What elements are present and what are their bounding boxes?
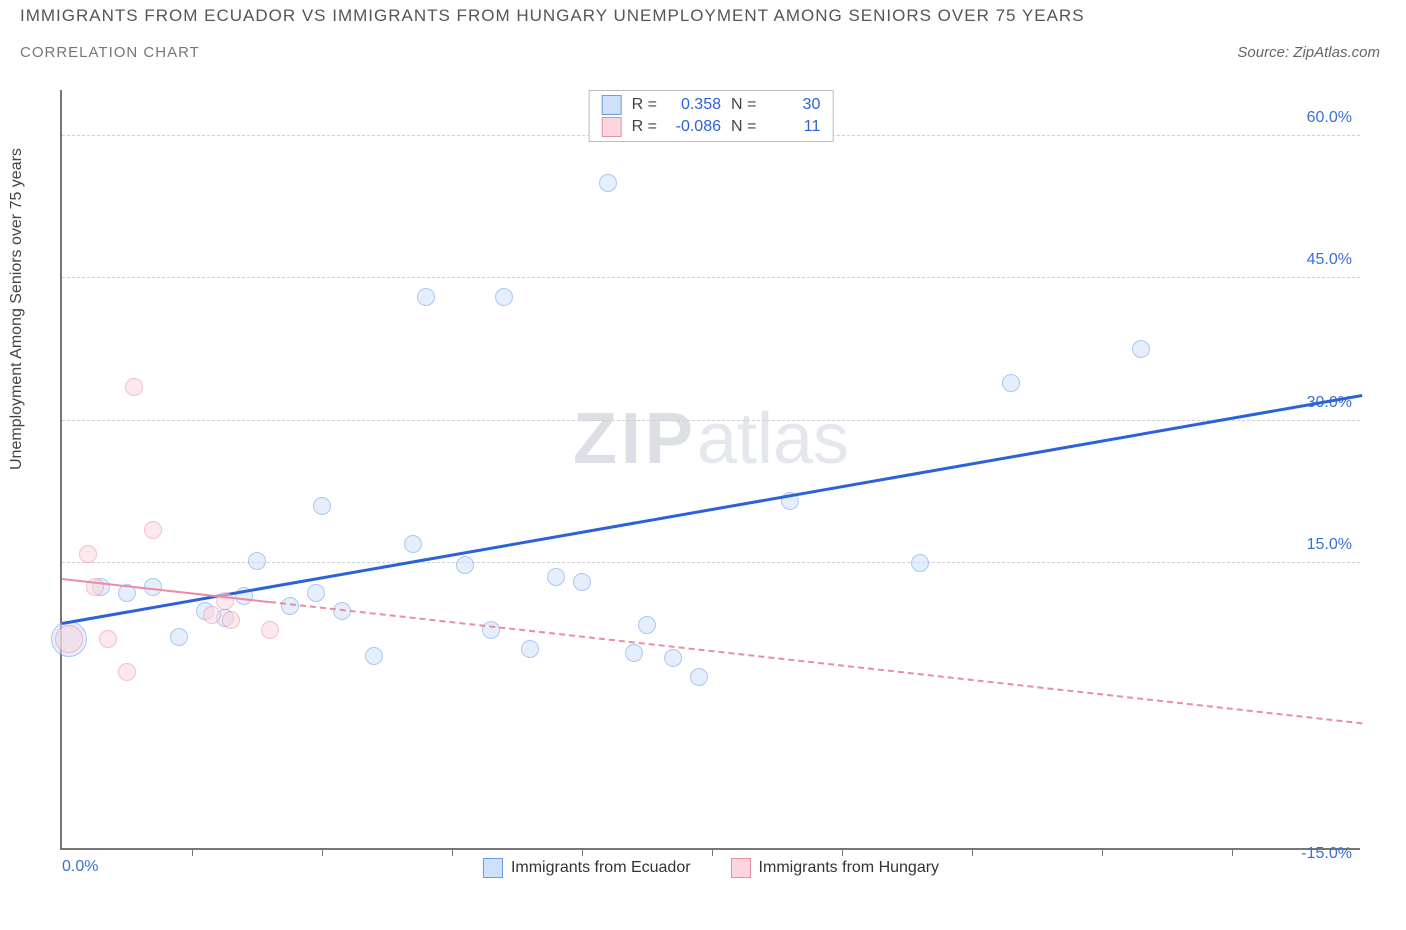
watermark-zip: ZIP <box>573 399 697 479</box>
watermark: ZIPatlas <box>573 398 849 480</box>
x-origin-label: 0.0% <box>62 858 98 876</box>
legend-r-label: R = <box>632 96 657 114</box>
legend-swatch <box>602 117 622 137</box>
y-axis-label: Unemployment Among Seniors over 75 years <box>8 148 26 470</box>
data-point-hungary <box>144 521 162 539</box>
legend-n-label: N = <box>731 118 756 136</box>
data-point-ecuador <box>638 616 656 634</box>
data-point-ecuador <box>625 644 643 662</box>
legend-swatch <box>602 95 622 115</box>
data-point-ecuador <box>664 649 682 667</box>
legend-item-ecuador: Immigrants from Ecuador <box>483 858 691 878</box>
legend-stats-row-ecuador: R = 0.358 N = 30 <box>602 95 821 115</box>
data-point-hungary <box>99 630 117 648</box>
gridline <box>62 420 1360 421</box>
chart-subtitle: CORRELATION CHART <box>20 44 1386 61</box>
y-tick-label: -15.0% <box>1301 845 1352 863</box>
x-tick <box>1102 848 1103 856</box>
data-point-ecuador <box>911 554 929 572</box>
legend-item-hungary: Immigrants from Hungary <box>731 858 940 878</box>
trendline-ecuador <box>62 394 1363 625</box>
source-credit: Source: ZipAtlas.com <box>1237 44 1380 61</box>
data-point-ecuador <box>547 568 565 586</box>
data-point-ecuador <box>573 573 591 591</box>
legend-stats-row-hungary: R = -0.086 N = 11 <box>602 117 821 137</box>
legend-swatch <box>483 858 503 878</box>
data-point-ecuador <box>170 628 188 646</box>
data-point-ecuador <box>599 174 617 192</box>
legend-r-value: 0.358 <box>667 96 721 114</box>
x-tick <box>582 848 583 856</box>
x-tick <box>192 848 193 856</box>
data-point-ecuador <box>1002 374 1020 392</box>
data-point-ecuador <box>313 497 331 515</box>
legend-stats-box: R = 0.358 N = 30 R = -0.086 N = 11 <box>589 90 834 142</box>
gridline <box>62 277 1360 278</box>
x-tick <box>972 848 973 856</box>
legend-series: Immigrants from Ecuador Immigrants from H… <box>483 858 939 878</box>
legend-label: Immigrants from Hungary <box>759 859 940 877</box>
data-point-ecuador <box>365 647 383 665</box>
watermark-atlas: atlas <box>697 399 849 479</box>
trendline-hungary <box>270 601 1362 724</box>
data-point-hungary <box>203 606 221 624</box>
data-point-ecuador <box>495 288 513 306</box>
data-point-hungary <box>125 378 143 396</box>
data-point-ecuador <box>417 288 435 306</box>
data-point-ecuador <box>248 552 266 570</box>
source-name: ZipAtlas.com <box>1293 44 1380 61</box>
data-point-ecuador <box>456 556 474 574</box>
x-tick <box>1232 848 1233 856</box>
x-tick <box>712 848 713 856</box>
data-point-ecuador <box>404 535 422 553</box>
x-tick <box>842 848 843 856</box>
data-point-hungary <box>118 663 136 681</box>
chart-title: IMMIGRANTS FROM ECUADOR VS IMMIGRANTS FR… <box>20 6 1386 26</box>
data-point-ecuador <box>690 668 708 686</box>
scatter-plot: ZIPatlas R =0.358N =30R =-0.086N =11 0.0… <box>60 90 1360 850</box>
legend-r-label: R = <box>632 118 657 136</box>
legend-label: Immigrants from Ecuador <box>511 859 691 877</box>
data-point-hungary <box>55 625 83 653</box>
y-tick-label: 45.0% <box>1307 251 1352 269</box>
legend-n-value: 11 <box>766 118 820 136</box>
y-tick-label: 60.0% <box>1307 109 1352 127</box>
x-tick <box>452 848 453 856</box>
source-label: Source: <box>1237 44 1289 61</box>
legend-n-value: 30 <box>766 96 820 114</box>
data-point-hungary <box>261 621 279 639</box>
data-point-hungary <box>222 611 240 629</box>
data-point-hungary <box>79 545 97 563</box>
data-point-ecuador <box>1132 340 1150 358</box>
y-tick-label: 15.0% <box>1307 536 1352 554</box>
legend-r-value: -0.086 <box>667 118 721 136</box>
legend-n-label: N = <box>731 96 756 114</box>
data-point-ecuador <box>521 640 539 658</box>
data-point-ecuador <box>307 584 325 602</box>
data-point-ecuador <box>482 621 500 639</box>
legend-swatch <box>731 858 751 878</box>
x-tick <box>322 848 323 856</box>
